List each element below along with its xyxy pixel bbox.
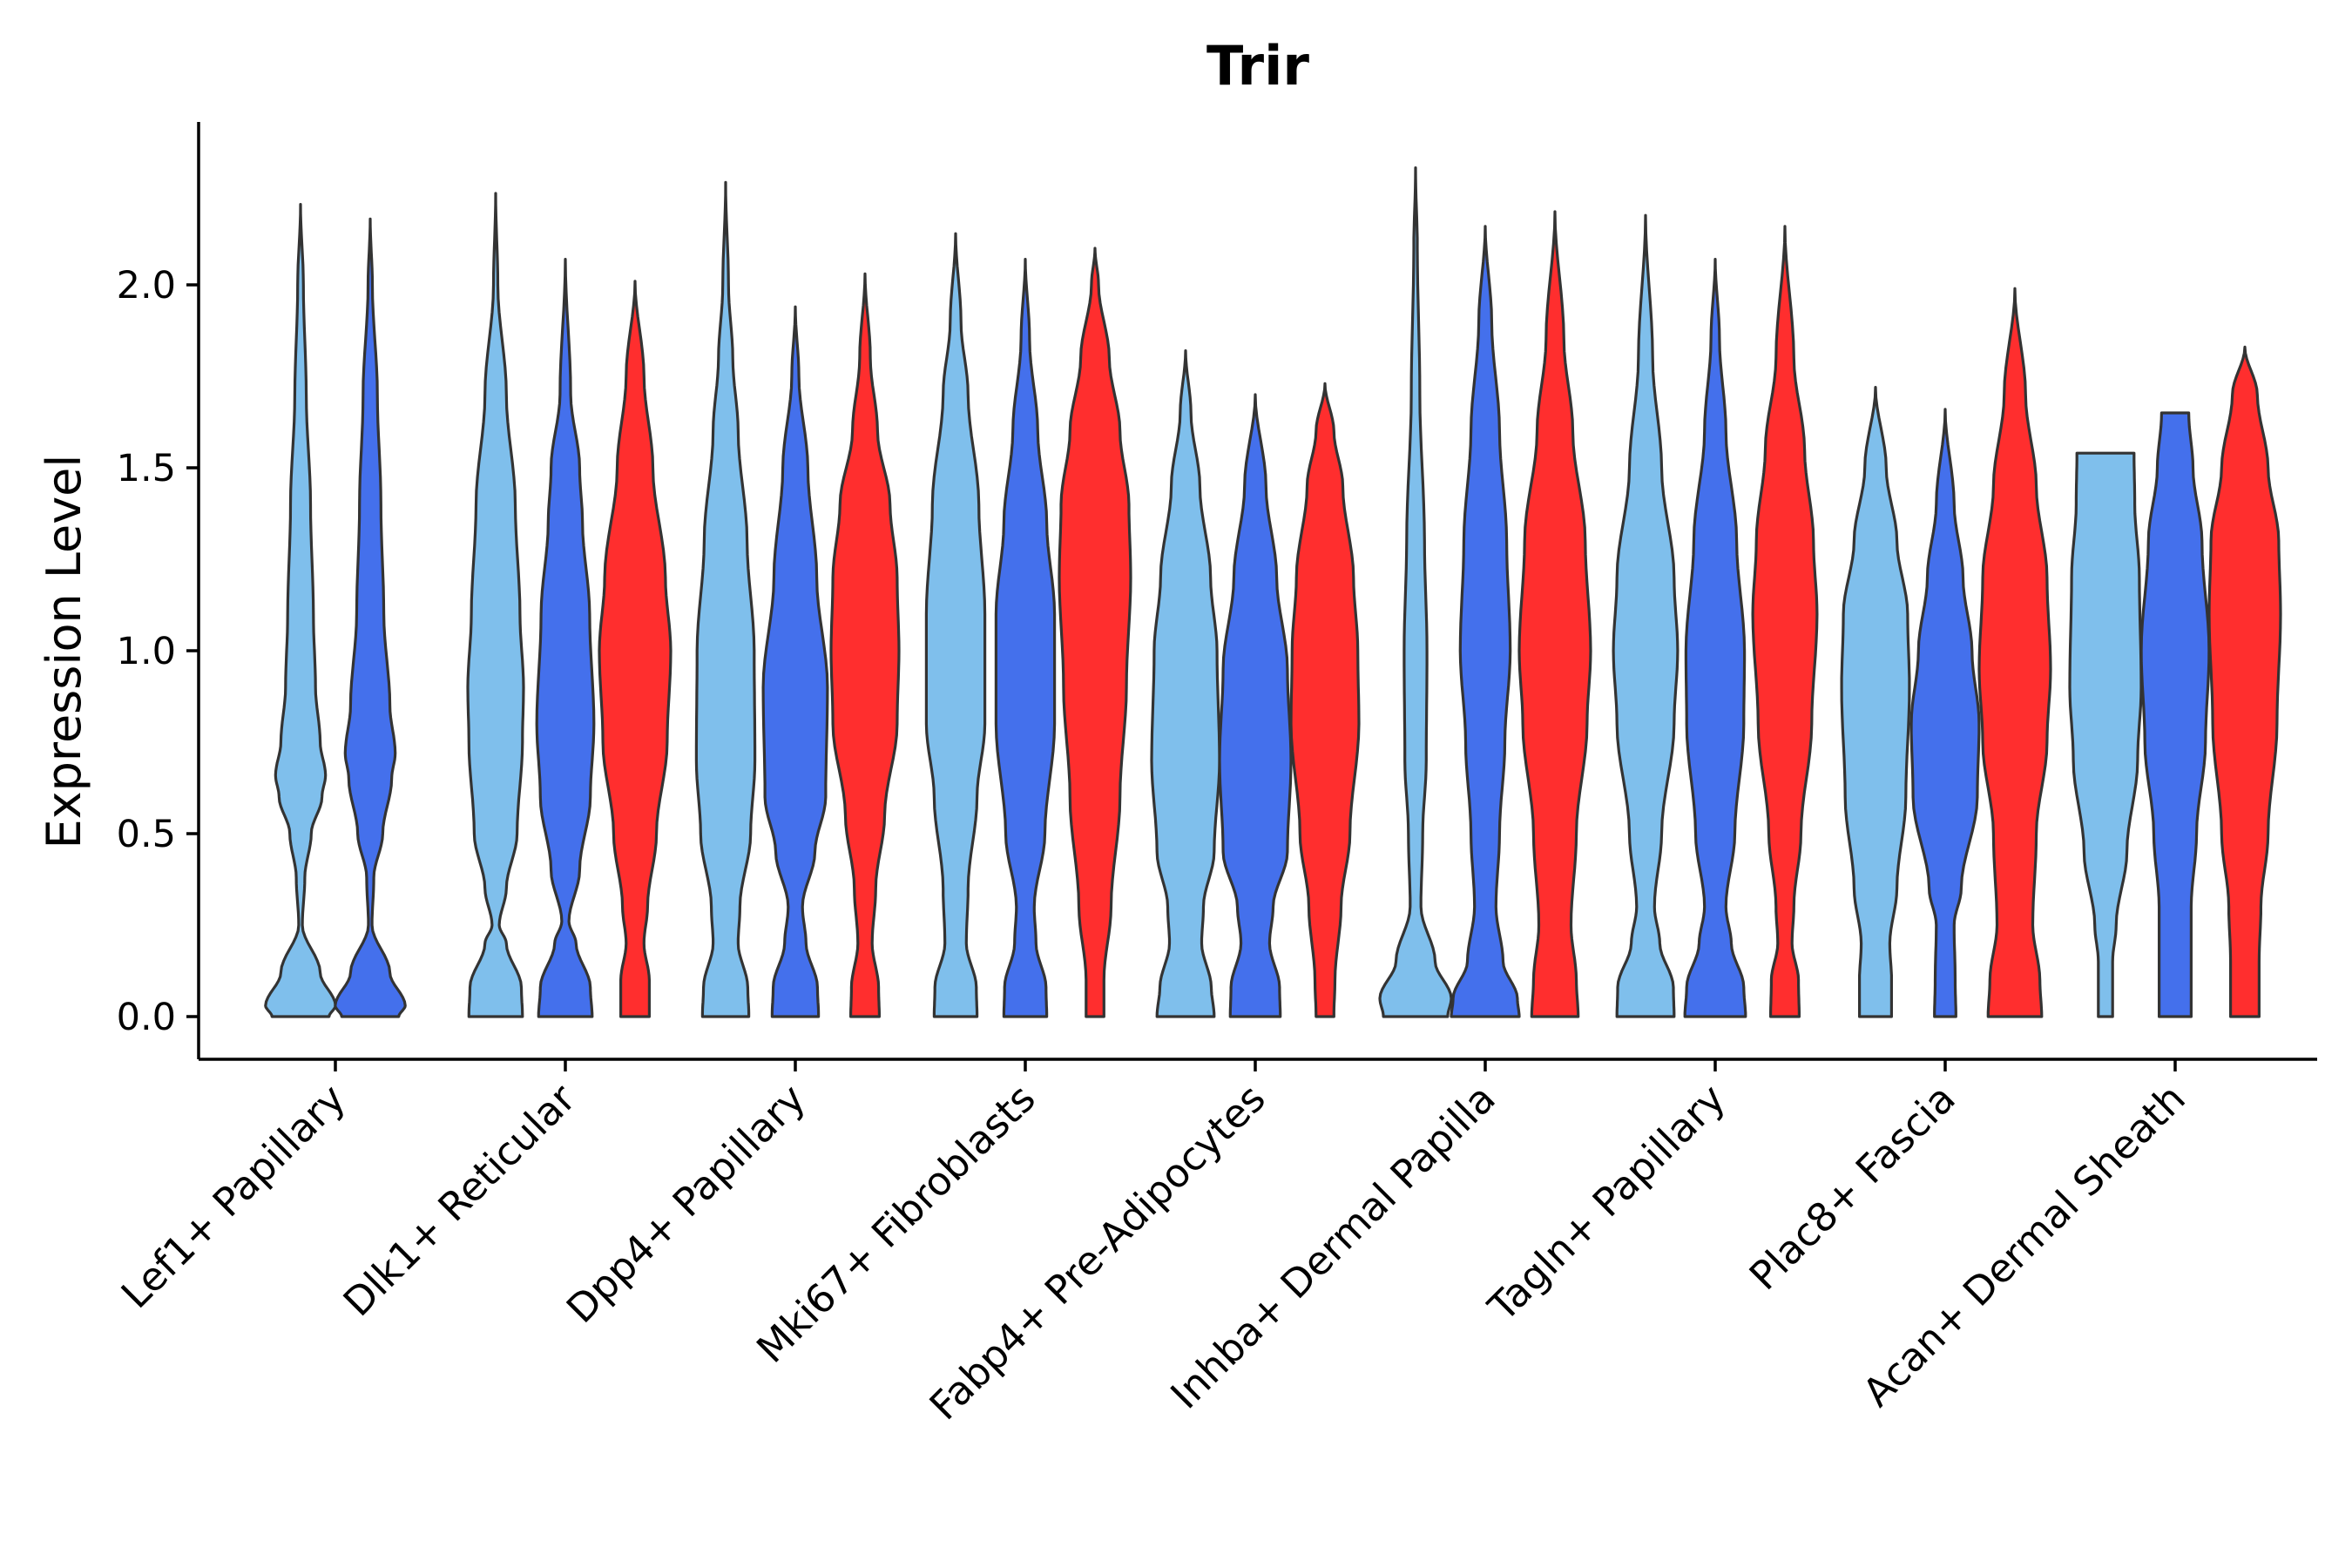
x-category-label: Dlk1+ Reticular [335,1075,585,1325]
y-tick-label: 2.0 [117,264,176,308]
y-axis-label: Expression Level [37,455,91,849]
violin-4-1 [924,232,987,1018]
x-category-label: Plac8+ Fascia [1740,1075,1964,1299]
violin-9-2 [2139,411,2211,1018]
axes-layer [197,122,2317,1061]
chart-title: Trir [1206,34,1309,98]
violin-1-2 [334,217,407,1018]
y-tick-label: 0.5 [117,813,176,856]
x-category-label: Lef1+ Papillary [112,1075,355,1317]
y-tick-label: 0.0 [117,996,176,1039]
violin-6-3 [1517,210,1592,1018]
violin-4-2 [994,258,1057,1018]
y-tick-label: 1.0 [117,630,176,673]
x-category-label: Dpp4+ Papillary [558,1075,814,1332]
violin-1-1 [264,203,337,1018]
violin-8-3 [1977,287,2052,1018]
violin-2-2 [535,258,596,1018]
violin-6-1 [1378,166,1453,1018]
violin-2-1 [466,192,525,1018]
violin-4-3 [1058,247,1132,1018]
violin-7-3 [1751,225,1819,1018]
violin-3-3 [829,272,901,1018]
y-ticks: 0.0 0.5 1.0 1.5 2.0 [117,264,199,1039]
violin-2-3 [598,280,672,1018]
y-tick-label: 1.5 [117,447,176,490]
x-category-label: Tagln+ Papillary [1479,1075,1734,1330]
violin-3-2 [761,305,829,1018]
violin-9-1 [2068,451,2143,1018]
violin-8-1 [1840,386,1911,1018]
violin-5-3 [1289,382,1361,1018]
violin-7-2 [1683,258,1747,1018]
violin-3-1 [694,180,757,1018]
violin-9-3 [2207,345,2282,1018]
violin-6-2 [1450,225,1521,1018]
violin-5-2 [1218,393,1293,1018]
violin-7-1 [1612,213,1680,1018]
violin-8-2 [1909,408,1981,1018]
violins-layer [264,166,2282,1018]
violin-5-1 [1150,349,1221,1018]
